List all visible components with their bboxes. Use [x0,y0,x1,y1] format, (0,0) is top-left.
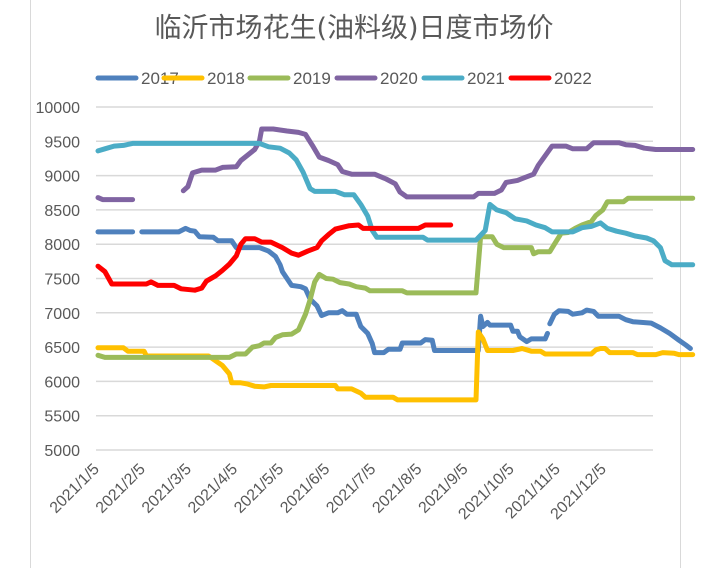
x-tick-label: 2021/4/5 [185,461,241,517]
x-tick-label: 2021/8/5 [369,461,425,517]
legend-item-2022: 2022 [508,69,592,88]
legend-item-2019: 2019 [247,69,331,88]
y-tick-label: 7000 [44,306,80,323]
x-tick-label: 2021/2/5 [93,461,149,517]
x-tick-label: 2021/3/5 [139,461,195,517]
series-line-2018 [95,329,696,403]
y-tick-label: 5500 [44,409,80,426]
series-line-2017 [547,307,693,351]
legend-label: 2017 [141,69,179,88]
series-2021 [95,140,696,268]
frame-left-border [30,0,31,568]
legend-item-2018: 2018 [161,69,245,88]
y-tick-label: 9500 [44,134,80,151]
y-tick-label: 9000 [44,169,80,186]
series-line-2022 [95,222,454,293]
x-axis-ticks: 2021/1/52021/2/52021/3/52021/4/52021/5/5… [47,461,610,523]
y-tick-label: 8000 [44,237,80,254]
series-line-2017 [139,225,550,356]
y-axis-ticks: 10000 9500 9000 8500 8000 7500 7000 6500 6000 550… [36,100,81,460]
y-tick-label: 7500 [44,272,80,289]
legend-label: 2018 [207,69,245,88]
series-line-2021 [95,140,696,268]
x-tick-label: 2021/1/5 [47,461,103,517]
legend-item-2020: 2020 [334,69,418,88]
x-tick-label: 2021/7/5 [323,461,379,517]
series-line-2020 [95,195,136,203]
legend-label: 2021 [467,69,505,88]
chart-title: 临沂市场花生(油料级)日度市场价 [154,13,553,44]
legend-item-2021: 2021 [421,69,505,88]
series-lines [95,126,696,403]
series-2022 [95,222,454,293]
legend-label: 2019 [293,69,331,88]
x-tick-label: 2021/6/5 [277,461,333,517]
y-tick-label: 10000 [36,100,81,117]
y-tick-label: 6500 [44,340,80,357]
series-2017 [95,225,693,356]
series-2020 [95,126,696,203]
y-tick-label: 6000 [44,374,80,391]
series-line-2020 [180,126,696,200]
legend-label: 2020 [380,69,418,88]
series-2018 [95,329,696,403]
y-tick-label: 8500 [44,203,80,220]
x-tick-label: 2021/5/5 [231,461,287,517]
legend-item-2017: 2017 [95,69,179,88]
legend-label: 2022 [554,69,592,88]
legend: 2017 2018 2019 2020 2021 2022 [95,69,592,88]
frame-right-border [680,0,681,568]
y-tick-label: 5000 [44,443,80,460]
